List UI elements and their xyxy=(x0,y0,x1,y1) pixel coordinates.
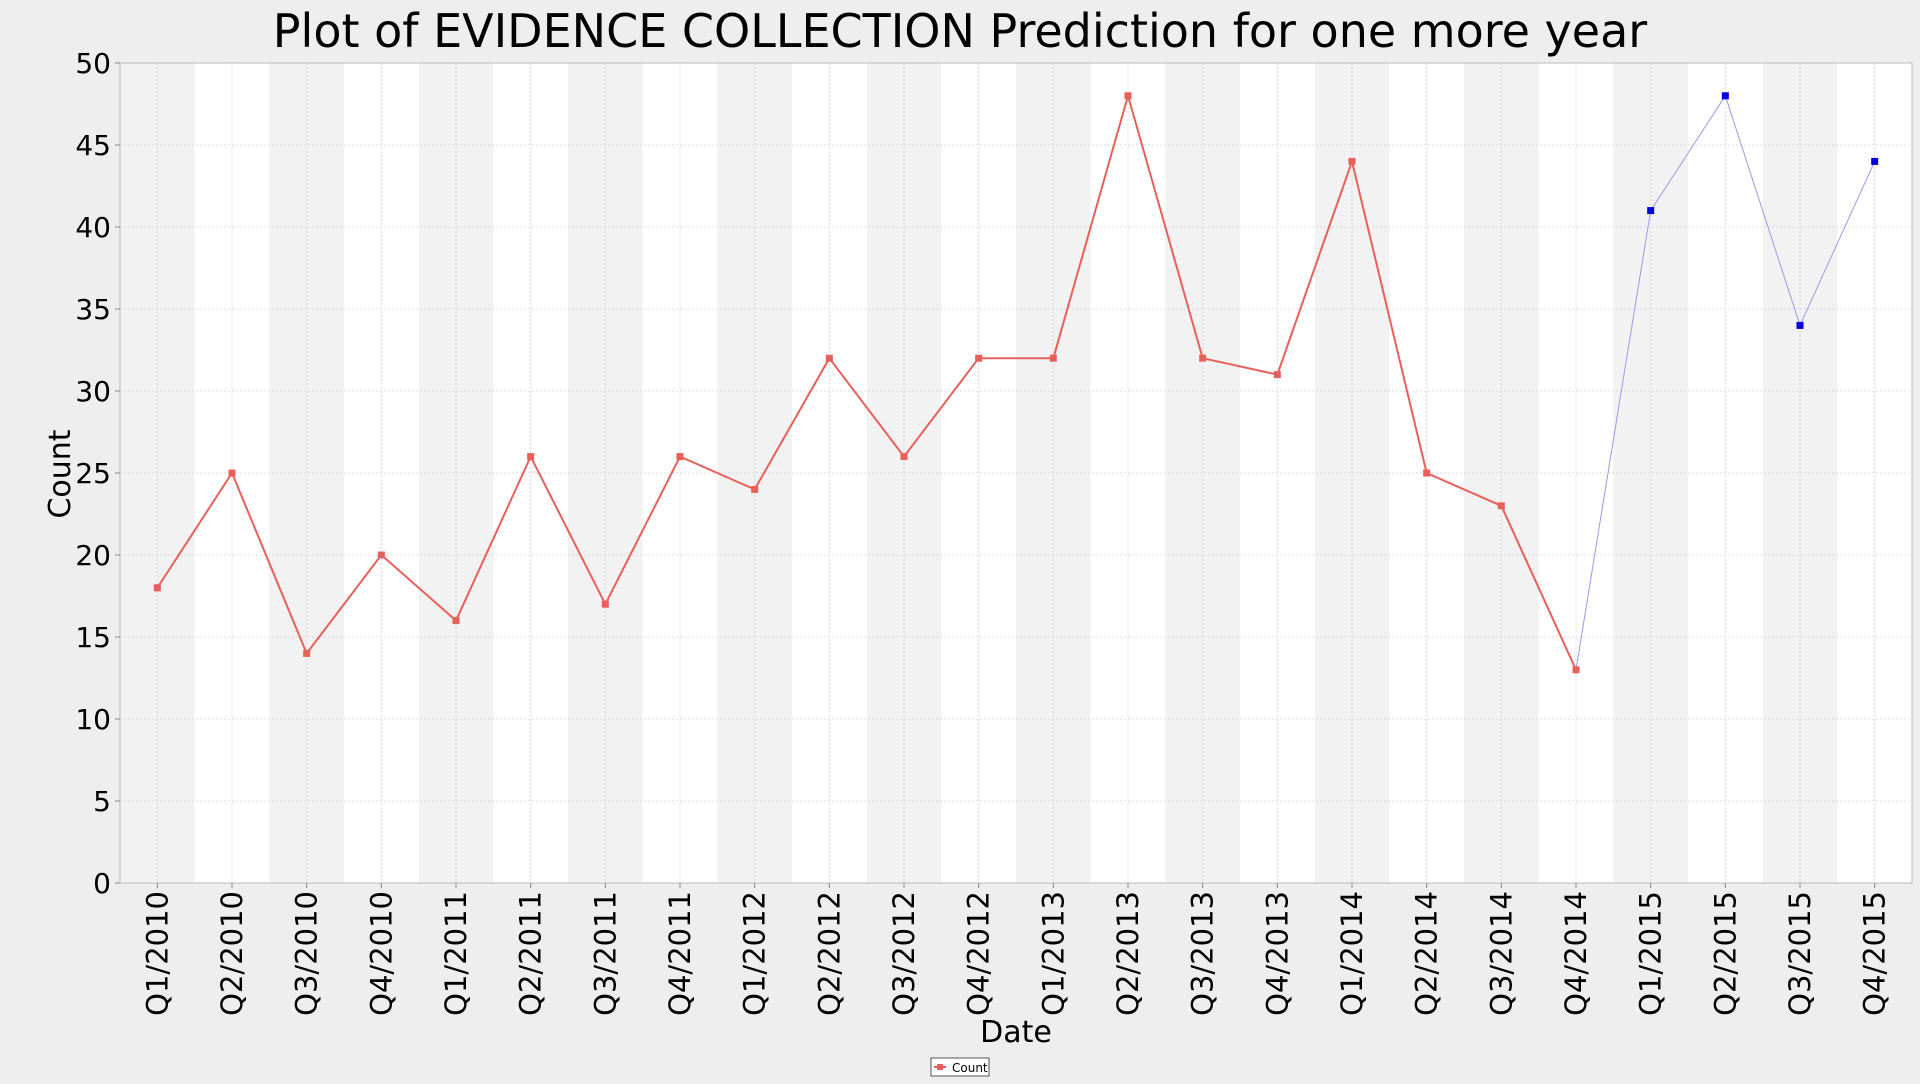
x-tick-label: Q1/2014 xyxy=(1335,891,1369,1016)
x-axis-label: Date xyxy=(980,1015,1052,1050)
data-point-count xyxy=(1273,371,1281,379)
x-tick-label: Q4/2015 xyxy=(1858,891,1892,1016)
legend-label: Count xyxy=(952,1061,988,1075)
y-tick-label: 45 xyxy=(75,129,111,162)
legend: Count xyxy=(930,1057,990,1077)
x-tick-label: Q4/2013 xyxy=(1260,891,1294,1016)
x-tick-label: Q2/2013 xyxy=(1111,891,1145,1016)
chart-title: Plot of EVIDENCE COLLECTION Prediction f… xyxy=(273,4,1647,58)
data-point-count xyxy=(1497,502,1505,510)
data-point-count xyxy=(1348,157,1356,165)
x-tick-label: Q3/2010 xyxy=(290,891,324,1016)
data-point-count xyxy=(303,649,311,657)
data-point-prediction xyxy=(1647,207,1655,215)
y-tick-label: 20 xyxy=(75,539,111,572)
x-tick-label: Q1/2012 xyxy=(738,891,772,1016)
x-tick-label: Q3/2013 xyxy=(1186,891,1220,1016)
data-point-count xyxy=(1199,354,1207,362)
x-tick-label: Q2/2015 xyxy=(1708,891,1742,1016)
legend-box xyxy=(930,1057,990,1077)
x-tick-label: Q1/2013 xyxy=(1036,891,1070,1016)
data-point-count xyxy=(1124,92,1132,100)
x-axis-ticks: Q1/2010 Q2/2010 Q3/2010 Q4/2010 Q1/2011 Q2/20… xyxy=(140,883,1892,1016)
data-point-count xyxy=(1423,469,1431,477)
x-tick-label: Q2/2010 xyxy=(215,891,249,1016)
data-point-prediction xyxy=(1871,157,1879,165)
data-point-prediction xyxy=(1721,92,1729,100)
x-tick-label: Q2/2012 xyxy=(812,891,846,1016)
data-point-count xyxy=(825,354,833,362)
y-tick-label: 35 xyxy=(75,293,111,326)
legend-swatch-marker xyxy=(937,1064,943,1070)
data-point-count xyxy=(975,354,983,362)
y-tick-label: 40 xyxy=(75,211,111,244)
x-tick-label: Q3/2015 xyxy=(1783,891,1817,1016)
x-tick-label: Q4/2012 xyxy=(962,891,996,1016)
x-tick-label: Q4/2014 xyxy=(1559,891,1593,1016)
data-point-prediction xyxy=(1796,321,1804,329)
x-tick-label: Q4/2011 xyxy=(663,891,697,1016)
series-markers xyxy=(153,92,1879,674)
y-tick-label: 50 xyxy=(75,47,111,80)
x-tick-label: Q1/2010 xyxy=(140,891,174,1016)
data-point-count xyxy=(751,485,759,493)
data-point-count xyxy=(527,453,535,461)
data-point-count xyxy=(452,617,460,625)
data-point-count xyxy=(228,469,236,477)
series-line-count xyxy=(156,92,1577,671)
x-tick-label: Q1/2011 xyxy=(439,891,473,1016)
data-point-count xyxy=(601,600,609,608)
x-tick-label: Q3/2012 xyxy=(887,891,921,1016)
y-tick-label: 30 xyxy=(75,375,111,408)
y-tick-label: 0 xyxy=(93,867,111,900)
y-tick-label: 25 xyxy=(75,457,111,490)
y-axis-label: Count xyxy=(43,429,78,518)
y-axis-ticks: 0 5 10 15 20 25 30 35 40 45 50 xyxy=(75,47,120,900)
data-point-count xyxy=(900,453,908,461)
data-point-count xyxy=(1049,354,1057,362)
y-tick-label: 15 xyxy=(75,621,111,654)
y-tick-label: 10 xyxy=(75,703,111,736)
x-tick-label: Q2/2014 xyxy=(1410,891,1444,1016)
data-point-count xyxy=(377,551,385,559)
x-tick-label: Q3/2014 xyxy=(1484,891,1518,1016)
y-tick-label: 5 xyxy=(93,785,111,818)
data-point-count xyxy=(1572,666,1580,674)
x-tick-label: Q2/2011 xyxy=(514,891,548,1016)
data-point-count xyxy=(676,453,684,461)
x-tick-label: Q4/2010 xyxy=(364,891,398,1016)
x-tick-label: Q3/2011 xyxy=(588,891,622,1016)
x-tick-label: Q1/2015 xyxy=(1634,891,1668,1016)
data-point-count xyxy=(153,584,161,592)
